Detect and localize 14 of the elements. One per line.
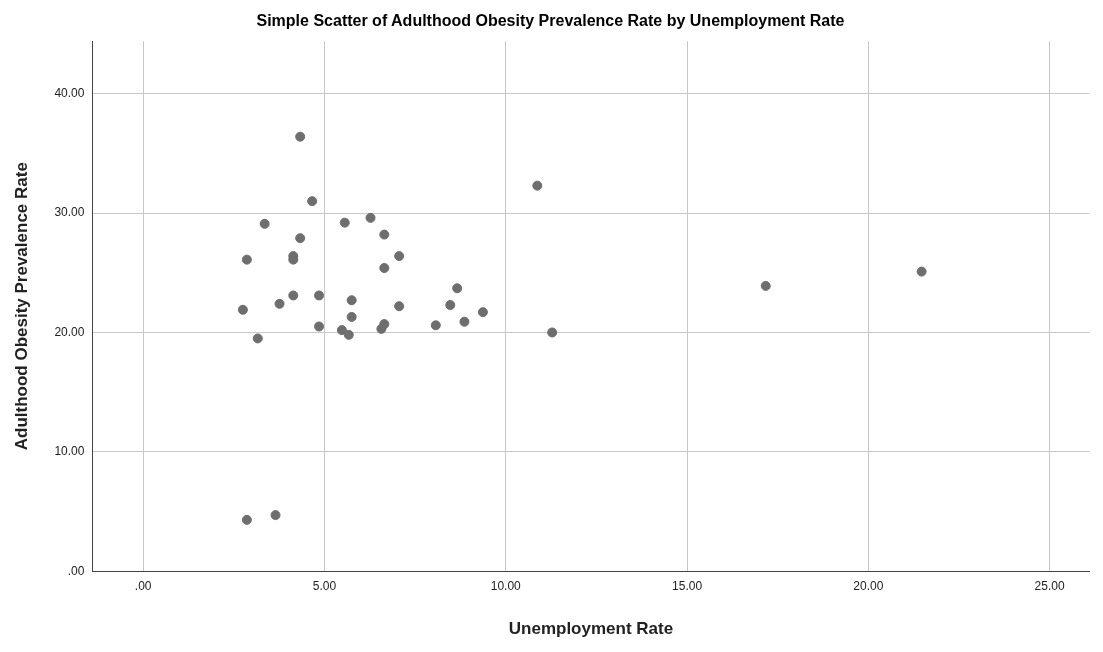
x-tick-label: 20.00: [853, 578, 884, 593]
x-tick-label: 25.00: [1034, 578, 1065, 593]
y-tick-label: 20.00: [54, 324, 85, 339]
x-axis-title: Unemployment Rate: [508, 619, 674, 639]
chart-title: Simple Scatter of Adulthood Obesity Prevalence Rate by Unemployment Rate: [256, 12, 845, 30]
y-axis-title: Adulthood Obesity Prevalence Rate: [11, 162, 31, 451]
y-tick-label: 10.00: [54, 444, 85, 459]
x-tick-label: 5.00: [312, 578, 337, 593]
y-tick-label: .00: [67, 563, 85, 578]
x-tick-label: 10.00: [490, 578, 522, 593]
x-tick-label: .00: [134, 578, 152, 593]
x-tick-label: 15.00: [672, 578, 703, 593]
y-tick-label: 30.00: [54, 205, 85, 220]
y-tick-label: 40.00: [54, 86, 85, 101]
